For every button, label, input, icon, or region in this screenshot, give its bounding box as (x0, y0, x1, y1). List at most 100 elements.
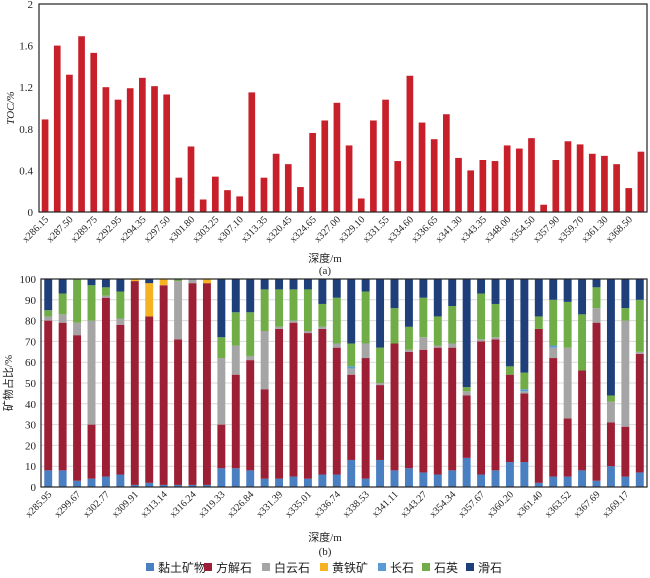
toc-bar (625, 188, 633, 212)
mineral-bar-segment (491, 337, 500, 340)
toc-bar (163, 94, 171, 212)
mineral-bar-segment (73, 279, 82, 323)
legend-label: 滑石 (478, 561, 502, 575)
mineral-x-tick-label: x326.84 (226, 489, 257, 520)
mineral-x-tick-label: x369.17 (601, 489, 632, 520)
toc-bar (382, 99, 389, 212)
mineral-bar-segment (606, 395, 615, 402)
mineral-x-tick-label: x338.53 (341, 489, 372, 520)
mineral-bar-segment (376, 279, 385, 348)
mineral-bar-segment (347, 368, 356, 375)
toc-bar (406, 75, 414, 212)
toc-bar (53, 45, 61, 212)
legend-label: 长石 (390, 561, 414, 575)
mineral-bar-segment (202, 484, 211, 487)
mineral-x-ticks: x285.95x299.67x302.77x309.91x313.14x316.… (24, 489, 632, 520)
mineral-bar-segment (462, 279, 471, 388)
mineral-bar-segment (563, 418, 572, 477)
mineral-x-tick-label: x367.69 (572, 489, 603, 520)
mineral-bar-segment (44, 310, 53, 317)
mineral-bar-segment (289, 279, 298, 290)
mineral-bar-segment (318, 328, 327, 475)
toc-bar (199, 199, 207, 212)
mineral-bar-segment (231, 279, 240, 313)
mineral-bar-segment (390, 343, 399, 471)
mineral-bar-segment (318, 303, 327, 327)
mineral-bar-segment (332, 297, 341, 344)
toc-panel-label: (a) (319, 265, 332, 277)
mineral-bar-segment (44, 470, 53, 487)
mineral-bar-segment (116, 474, 125, 487)
mineral-bar-segment (578, 470, 587, 487)
mineral-x-tick-label: x357.67 (456, 489, 487, 520)
mineral-bar-segment (246, 355, 255, 361)
legend-swatch (262, 563, 270, 571)
mineral-bar-segment (520, 462, 529, 487)
toc-bar (528, 138, 535, 212)
mineral-bar-segment (231, 345, 240, 375)
mineral-bar-segment (505, 374, 514, 463)
mineral-bar-segment (505, 462, 514, 487)
mineral-bar-segment (246, 360, 255, 471)
toc-bar (345, 145, 353, 212)
mineral-bar-segment (404, 279, 413, 327)
legend-label: 方解石 (216, 560, 252, 575)
mineral-bar-segment (433, 316, 442, 346)
mineral-bar-segment (188, 279, 197, 284)
mineral-bar-segment (202, 279, 211, 284)
mineral-bar-segment (404, 351, 413, 469)
mineral-bar-segment (606, 401, 615, 423)
mineral-bar-segment (159, 484, 168, 487)
mineral-x-tick-label: x331.39 (254, 489, 285, 520)
mineral-bar-segment (534, 279, 543, 317)
legend-label: 黏土矿物 (158, 561, 206, 575)
mineral-bar-segment (419, 349, 428, 473)
mineral-bar-segment (58, 314, 67, 323)
toc-bar (491, 161, 499, 212)
mineral-bar-segment (87, 424, 96, 479)
toc-bar (588, 153, 596, 212)
toc-bar (309, 132, 316, 212)
mineral-bar-segment (549, 358, 558, 477)
mineral-bar-segment (87, 320, 96, 425)
legend-swatch (466, 563, 474, 571)
mineral-bar-segment (592, 480, 601, 487)
legend-swatch (378, 563, 386, 571)
mineral-bar-segment (390, 470, 399, 487)
mineral-bar-segment (361, 343, 370, 359)
mineral-panel-label: (b) (319, 546, 332, 558)
mineral-bar-segment (217, 279, 226, 338)
mineral-bar-segment (87, 285, 96, 321)
mineral-bar-segment (390, 308, 399, 344)
mineral-bar-segment (275, 289, 284, 327)
mineral-bar-segment (246, 470, 255, 487)
toc-bar (284, 164, 292, 212)
mineral-bar-segment (260, 389, 269, 479)
mineral-bar-segment (174, 279, 183, 282)
mineral-bar-segment (188, 484, 197, 487)
mineral-x-tick-label: x363.52 (543, 489, 574, 520)
mineral-bar-segment (116, 291, 125, 319)
mineral-bar-segment (549, 345, 558, 348)
mineral-bar-segment (433, 474, 442, 487)
mineral-bar-segment (347, 366, 356, 369)
mineral-bar-segment (58, 322, 67, 471)
mineral-bar-segment (289, 476, 298, 487)
mineral-y-tick-label: 90 (25, 295, 37, 307)
toc-bar (418, 122, 426, 212)
mineral-bar-segment (477, 279, 486, 294)
mineral-bar-segment (217, 337, 226, 359)
mineral-bar-segment (44, 279, 53, 311)
toc-y-tick-label: 0.4 (19, 165, 33, 177)
toc-bar (102, 87, 110, 212)
mineral-bar-segment (621, 426, 630, 477)
mineral-bar-segment (592, 322, 601, 481)
mineral-bar-segment (289, 320, 298, 323)
mineral-x-tick-label: x360.20 (485, 489, 516, 520)
toc-x-axis-label: 深度/m (308, 251, 342, 265)
mineral-bar-segment (592, 287, 601, 309)
mineral-bar-segment (621, 320, 630, 427)
mineral-bar-segment (347, 459, 356, 487)
toc-bar (126, 88, 134, 212)
mineral-bar-segment (58, 279, 67, 294)
